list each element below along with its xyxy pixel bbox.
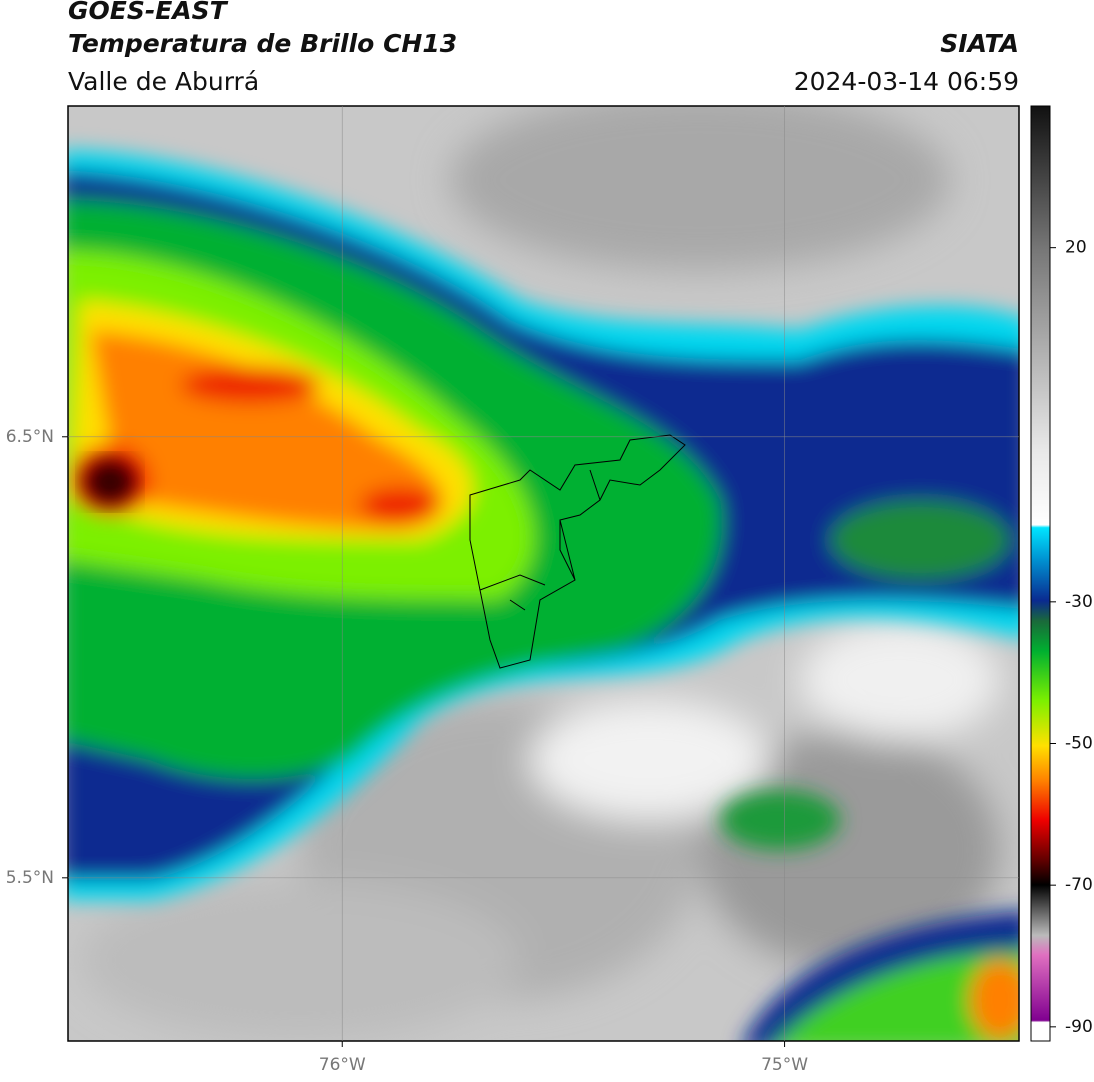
satellite-image: [68, 106, 1019, 1041]
map-frame: [67, 105, 1020, 1042]
datetime-label: 2024-03-14 06:59: [794, 67, 1019, 96]
x-tick-label: 76°W: [319, 1055, 366, 1075]
colorbar-tick-label: -90: [1065, 1017, 1093, 1037]
y-tick-label: 5.5°N: [6, 868, 54, 888]
colorbar-tick-label: -30: [1065, 592, 1093, 612]
region-title: Valle de Aburrá: [68, 67, 259, 96]
colorbar-tick-label: 20: [1065, 238, 1087, 258]
colorbar: [1030, 105, 1051, 1042]
y-tick-label: 6.5°N: [6, 427, 54, 447]
product-title: Temperatura de Brillo CH13: [68, 29, 457, 58]
colorbar-tick-label: -50: [1065, 734, 1093, 754]
source-label: SIATA: [940, 29, 1019, 58]
x-tick-label: 75°W: [761, 1055, 808, 1075]
colorbar-tick-label: -70: [1065, 875, 1093, 895]
satellite-title: GOES-EAST: [68, 0, 229, 25]
